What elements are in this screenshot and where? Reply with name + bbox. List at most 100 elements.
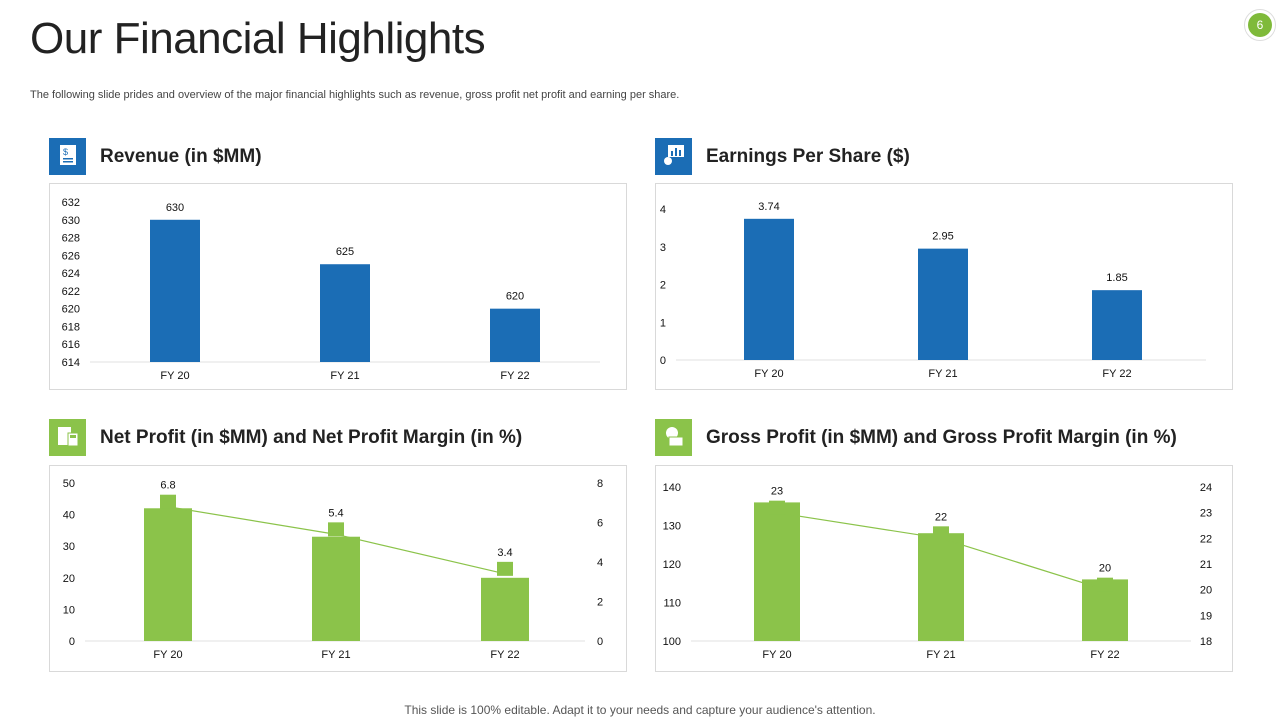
bar [918, 533, 964, 641]
x-tick-label: FY 21 [321, 649, 350, 661]
x-tick-label: FY 21 [928, 368, 957, 380]
y-tick-label: 3 [660, 242, 666, 254]
y-tick-label: 100 [663, 636, 681, 648]
bar [320, 264, 370, 362]
panel-title: Earnings Per Share ($) [706, 145, 910, 167]
bar [744, 218, 794, 360]
svg-text:$: $ [63, 147, 68, 157]
y-tick-label: 624 [62, 268, 80, 280]
y-tick-label: 2 [660, 280, 666, 292]
y-tick-label: 50 [63, 478, 75, 490]
x-tick-label: FY 21 [926, 649, 955, 661]
y2-tick-label: 24 [1200, 482, 1212, 494]
panel-title: Gross Profit (in $MM) and Gross Profit M… [706, 426, 1177, 448]
x-tick-label: FY 21 [330, 370, 359, 382]
eps-header: Earnings Per Share ($) [655, 138, 910, 175]
y-tick-label: 120 [663, 559, 681, 571]
y-tick-label: 30 [63, 541, 75, 553]
bar [150, 219, 200, 362]
y-tick-label: 130 [663, 521, 681, 533]
y-tick-label: 10 [63, 604, 75, 616]
y2-tick-label: 2 [597, 597, 603, 609]
data-label: 22 [935, 511, 947, 523]
page-subtitle: The following slide prides and overview … [30, 89, 680, 101]
footer-note: This slide is 100% editable. Adapt it to… [404, 703, 876, 717]
y-tick-label: 0 [660, 355, 666, 367]
data-label: 5.4 [328, 507, 343, 519]
margin-marker [1097, 577, 1113, 592]
data-label: 3.4 [497, 547, 512, 559]
y2-tick-label: 23 [1200, 508, 1212, 520]
data-label: 620 [506, 291, 524, 303]
margin-marker [160, 494, 176, 509]
y-tick-label: 630 [62, 215, 80, 227]
eps-chart: 0 1 2 3 4 FY 20 FY 21 FY 22 3.74 2.95 1.85 [660, 201, 1206, 380]
y2-tick-label: 21 [1200, 559, 1212, 571]
y-tick-label: 20 [63, 573, 75, 585]
y-tick-label: 632 [62, 197, 80, 209]
x-tick-label: FY 20 [160, 370, 189, 382]
y2-tick-label: 18 [1200, 636, 1212, 648]
y2-tick-label: 20 [1200, 585, 1212, 597]
page-title: Our Financial Highlights [30, 14, 486, 63]
gross-profit-chart-panel: 100 110 120 130 140 FY 20 FY 21 FY 22 18 19 20 21 22… [655, 465, 1233, 672]
y2-tick-label: 8 [597, 478, 603, 490]
margin-marker [328, 522, 344, 537]
bar [1092, 290, 1142, 360]
document-dollar-icon: $ [49, 138, 86, 175]
bar [490, 308, 540, 362]
data-label: 3.74 [758, 201, 779, 213]
net-profit-chart-panel: 0 10 20 30 40 50 FY 20 FY 21 FY 22 0 2 4 6 8 6.8 5.4 3.4 [49, 465, 627, 672]
y-tick-label: 618 [62, 321, 80, 333]
y2-tick-label: 0 [597, 636, 603, 648]
bar [754, 502, 800, 641]
revenue-header: $ Revenue (in $MM) [49, 138, 262, 175]
bar [144, 508, 192, 641]
y-tick-label: 110 [663, 598, 681, 610]
y2-tick-label: 19 [1200, 610, 1212, 622]
calculator-icon [49, 419, 86, 456]
margin-marker [769, 500, 785, 515]
y-tick-label: 0 [69, 636, 75, 648]
x-tick-label: FY 22 [490, 649, 519, 661]
y-tick-label: 4 [660, 204, 666, 216]
y2-tick-label: 4 [597, 557, 603, 569]
data-label: 6.8 [160, 480, 175, 492]
y-tick-label: 1 [660, 317, 666, 329]
y-tick-label: 40 [63, 510, 75, 522]
y-tick-label: 626 [62, 250, 80, 262]
margin-marker [497, 561, 513, 576]
net-profit-chart: 0 10 20 30 40 50 FY 20 FY 21 FY 22 0 2 4 6 8 6.8 5.4 3.4 [63, 478, 603, 661]
x-tick-label: FY 20 [153, 649, 182, 661]
data-label: 1.85 [1106, 272, 1127, 284]
cash-register-icon [655, 419, 692, 456]
chart-presentation-icon [655, 138, 692, 175]
net-profit-header: Net Profit (in $MM) and Net Profit Margi… [49, 419, 522, 456]
data-label: 20 [1099, 563, 1111, 575]
x-tick-label: FY 20 [754, 368, 783, 380]
margin-marker [933, 526, 949, 541]
bar [481, 577, 529, 641]
y-tick-label: 620 [62, 304, 80, 316]
eps-chart-panel: 0 1 2 3 4 FY 20 FY 21 FY 22 3.74 2.95 1.85 [655, 183, 1233, 390]
gross-profit-chart: 100 110 120 130 140 FY 20 FY 21 FY 22 18 19 20 21 22… [663, 482, 1212, 661]
revenue-chart-panel: 614 616 618 620 622 624 626 628 630 632 FY 20 FY 21… [49, 183, 627, 390]
page-number-badge: 6 [1244, 9, 1276, 41]
y-tick-label: 616 [62, 339, 80, 351]
y-tick-label: 628 [62, 233, 80, 245]
data-label: 625 [336, 246, 354, 258]
y-tick-label: 140 [663, 482, 681, 494]
bar [918, 248, 968, 360]
bar [312, 536, 360, 641]
page-number: 6 [1248, 13, 1272, 37]
data-label: 2.95 [932, 231, 953, 243]
panel-title: Net Profit (in $MM) and Net Profit Margi… [100, 426, 523, 448]
x-tick-label: FY 22 [1090, 649, 1119, 661]
revenue-chart: 614 616 618 620 622 624 626 628 630 632 FY 20 FY 21… [62, 197, 600, 382]
x-tick-label: FY 22 [1102, 368, 1131, 380]
panel-title: Revenue (in $MM) [100, 145, 262, 167]
data-label: 630 [166, 202, 184, 214]
y-tick-label: 622 [62, 286, 80, 298]
x-tick-label: FY 20 [762, 649, 791, 661]
y2-tick-label: 6 [597, 518, 603, 530]
